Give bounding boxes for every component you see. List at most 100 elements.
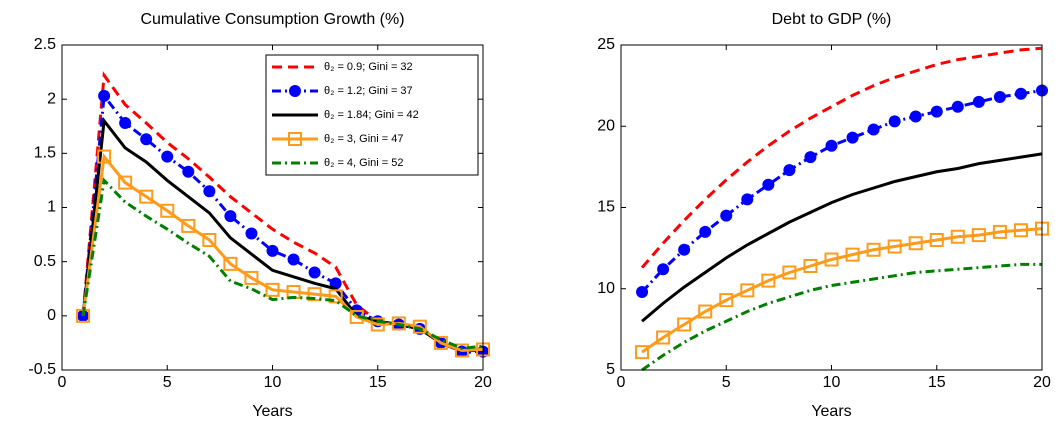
y-tick-label: 25 bbox=[597, 36, 615, 53]
marker bbox=[825, 139, 838, 152]
marker bbox=[1014, 87, 1027, 100]
marker bbox=[244, 270, 259, 285]
series-line bbox=[81, 152, 484, 353]
x-axis-label: Years bbox=[252, 403, 292, 420]
y-tick-label: 1.5 bbox=[34, 145, 56, 162]
chart-title: Debt to GDP (%) bbox=[772, 11, 892, 28]
marker bbox=[951, 100, 964, 113]
legend-marker bbox=[288, 132, 302, 146]
marker bbox=[740, 283, 755, 298]
x-tick-label: 10 bbox=[264, 374, 282, 391]
x-tick-label: 0 bbox=[617, 374, 626, 391]
y-tick-label: 5 bbox=[606, 361, 615, 378]
marker bbox=[992, 224, 1007, 239]
marker bbox=[160, 203, 175, 218]
marker bbox=[741, 193, 754, 206]
marker bbox=[846, 131, 859, 144]
marker bbox=[329, 277, 342, 290]
y-tick-label: 0 bbox=[47, 307, 56, 324]
marker bbox=[119, 117, 132, 129]
legend-marker bbox=[289, 85, 301, 97]
marker bbox=[930, 105, 943, 118]
marker bbox=[677, 317, 692, 332]
marker bbox=[391, 316, 406, 331]
marker bbox=[181, 218, 196, 233]
subplot: Cumulative Consumption Growth (%) Years 0 5… bbox=[28, 11, 492, 420]
marker bbox=[656, 330, 671, 345]
marker bbox=[635, 345, 650, 360]
marker bbox=[782, 265, 797, 280]
x-tick-label: 0 bbox=[58, 374, 67, 391]
x-tick-label: 5 bbox=[163, 374, 172, 391]
marker bbox=[699, 225, 712, 238]
marker bbox=[678, 243, 691, 256]
marker bbox=[720, 209, 733, 222]
marker bbox=[182, 165, 195, 178]
marker bbox=[224, 210, 237, 223]
y-tick-label: 1 bbox=[47, 199, 56, 216]
x-tick-label: 20 bbox=[474, 374, 492, 391]
marker bbox=[972, 95, 985, 108]
marker bbox=[761, 273, 776, 288]
legend-label: θ₂ = 1.84; Gini = 42 bbox=[324, 109, 419, 121]
plot-area bbox=[621, 45, 1042, 370]
x-tick-label: 5 bbox=[722, 374, 731, 391]
marker bbox=[308, 266, 321, 279]
marker bbox=[719, 293, 734, 308]
marker bbox=[888, 115, 901, 128]
marker bbox=[370, 317, 385, 332]
marker bbox=[909, 110, 922, 123]
y-tick-label: 2 bbox=[47, 90, 56, 107]
marker bbox=[266, 244, 279, 257]
x-tick-label: 15 bbox=[928, 374, 946, 391]
marker bbox=[762, 178, 775, 191]
marker bbox=[803, 259, 818, 273]
marker bbox=[412, 319, 427, 334]
x-tick-label: 10 bbox=[823, 374, 841, 391]
marker bbox=[804, 151, 817, 164]
marker bbox=[908, 236, 923, 251]
marker bbox=[139, 189, 154, 204]
marker bbox=[245, 227, 258, 240]
series-line bbox=[641, 262, 1042, 372]
marker bbox=[118, 175, 133, 190]
y-tick-label: 0.5 bbox=[34, 253, 56, 270]
marker bbox=[307, 287, 322, 302]
marker bbox=[97, 149, 112, 164]
legend: θ₂ = 0.9; Gini = 32 θ₂ = 1.2; Gini = 37 θ₂… bbox=[265, 54, 479, 176]
marker bbox=[328, 289, 343, 304]
series-line bbox=[640, 46, 1043, 269]
marker bbox=[265, 282, 280, 297]
x-tick-label: 15 bbox=[369, 374, 387, 391]
marker bbox=[993, 91, 1006, 103]
marker bbox=[287, 253, 300, 266]
marker bbox=[161, 150, 174, 163]
marker bbox=[140, 133, 153, 146]
y-tick-label: 20 bbox=[597, 117, 615, 134]
marker bbox=[698, 304, 713, 319]
marker bbox=[866, 242, 881, 257]
legend-label: θ₂ = 1.2; Gini = 37 bbox=[324, 85, 413, 97]
y-tick-label: 10 bbox=[597, 280, 615, 297]
series-line bbox=[641, 152, 1043, 323]
marker bbox=[454, 343, 469, 358]
y-tick-label: -0.5 bbox=[28, 361, 56, 378]
marker bbox=[1013, 223, 1028, 238]
y-tick-label: 2.5 bbox=[34, 36, 56, 53]
axes-box bbox=[61, 44, 484, 371]
legend-label: θ₂ = 0.9; Gini = 32 bbox=[324, 61, 413, 73]
marker bbox=[98, 89, 111, 102]
marker bbox=[867, 123, 880, 136]
marker bbox=[971, 228, 986, 243]
legend-label: θ₂ = 4, Gini = 52 bbox=[324, 157, 404, 169]
marker bbox=[657, 263, 670, 276]
marker bbox=[929, 233, 944, 247]
marker bbox=[887, 239, 902, 254]
marker bbox=[202, 233, 217, 247]
marker bbox=[845, 247, 860, 262]
marker bbox=[223, 256, 238, 271]
marker bbox=[950, 229, 965, 244]
series-line bbox=[81, 71, 484, 356]
legend-label: θ₂ = 3, Gini = 47 bbox=[324, 133, 404, 145]
